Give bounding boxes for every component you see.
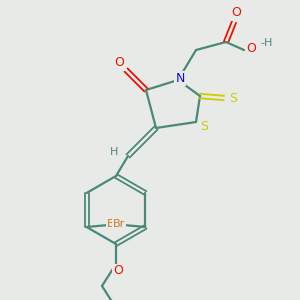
Text: N: N <box>175 71 185 85</box>
Text: O: O <box>231 7 241 20</box>
Text: -H: -H <box>260 38 272 48</box>
Text: Br: Br <box>107 219 120 229</box>
Text: O: O <box>246 43 256 56</box>
Text: S: S <box>200 119 208 133</box>
Text: O: O <box>113 265 123 278</box>
Text: O: O <box>114 56 124 70</box>
Text: H: H <box>110 147 118 157</box>
Text: S: S <box>229 92 237 104</box>
Text: Br: Br <box>112 219 125 229</box>
